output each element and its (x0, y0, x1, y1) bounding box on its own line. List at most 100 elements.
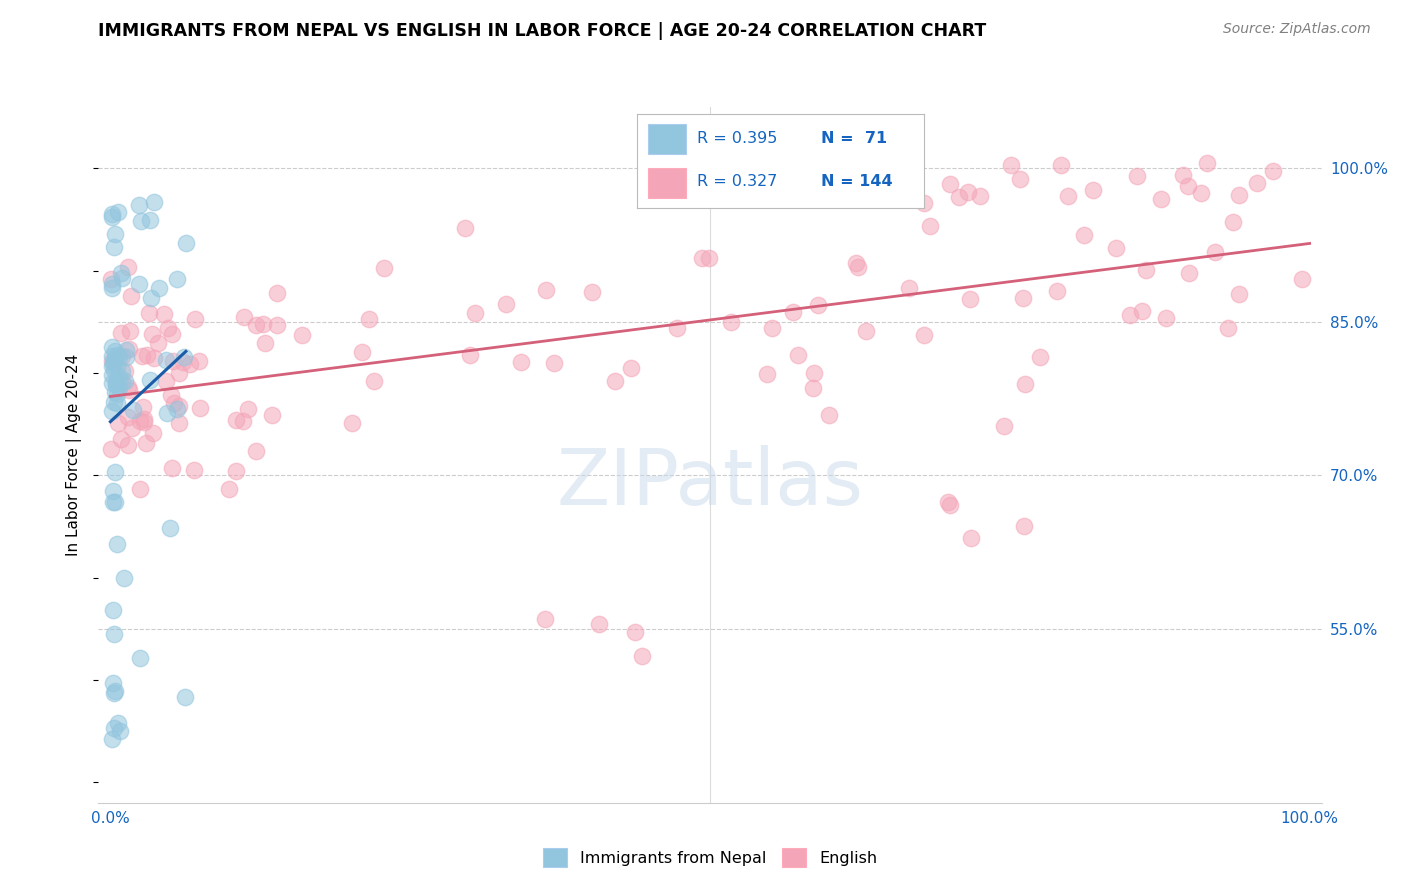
Point (188, 401, 211, 416)
Point (912, 327, 935, 342)
Point (100, 349, 122, 363)
Point (110, 266, 132, 280)
Point (1010, 172, 1032, 186)
Point (890, 157, 912, 171)
Point (107, 204, 129, 219)
Point (534, 612, 557, 626)
Point (817, 409, 839, 423)
Point (1178, 266, 1201, 280)
Point (363, 374, 385, 388)
Point (128, 198, 150, 212)
Point (118, 343, 141, 357)
Point (153, 307, 176, 321)
Point (620, 361, 643, 376)
Point (162, 353, 184, 368)
Point (969, 188, 991, 202)
Point (114, 374, 136, 388)
Point (100, 281, 122, 295)
Point (218, 482, 240, 496)
Point (134, 415, 156, 429)
Point (117, 380, 139, 394)
Point (939, 498, 962, 512)
Point (129, 214, 152, 228)
Point (101, 483, 124, 498)
Point (266, 318, 288, 332)
Point (1246, 176, 1268, 190)
Point (173, 350, 195, 364)
Point (118, 384, 141, 398)
Point (690, 251, 713, 265)
Point (858, 188, 880, 202)
Point (141, 326, 163, 341)
Point (122, 403, 145, 417)
Point (103, 363, 125, 377)
Point (110, 326, 132, 341)
Point (117, 438, 139, 452)
Point (104, 465, 127, 479)
Point (603, 374, 626, 388)
Point (183, 463, 205, 477)
Point (155, 352, 177, 367)
Point (225, 464, 247, 478)
Point (157, 320, 180, 334)
Point (148, 281, 170, 295)
Point (166, 271, 188, 285)
Point (495, 297, 517, 311)
Point (111, 349, 134, 363)
Point (117, 409, 139, 424)
Point (846, 260, 869, 274)
Point (163, 396, 186, 410)
Point (174, 690, 197, 704)
Point (101, 356, 124, 370)
Point (167, 367, 190, 381)
Point (179, 357, 201, 371)
Point (105, 537, 128, 551)
Point (101, 354, 124, 368)
Point (782, 305, 804, 319)
Point (148, 335, 170, 350)
Point (581, 285, 603, 300)
Point (1291, 272, 1313, 286)
Point (837, 175, 859, 189)
Point (352, 345, 374, 359)
Point (174, 235, 197, 250)
Text: IMMIGRANTS FROM NEPAL VS ENGLISH IN LABOR FORCE | AGE 20-24 CORRELATION CHART: IMMIGRANTS FROM NEPAL VS ENGLISH IN LABO… (98, 22, 987, 40)
Point (101, 376, 124, 391)
Point (111, 364, 134, 378)
Point (245, 318, 267, 332)
Point (1119, 308, 1142, 322)
Point (1000, 158, 1022, 172)
Point (956, 186, 979, 200)
Point (543, 356, 565, 370)
Point (112, 571, 135, 585)
Point (897, 281, 920, 295)
Point (104, 385, 127, 400)
Point (1081, 183, 1104, 197)
Point (104, 351, 127, 366)
Point (236, 402, 259, 417)
Point (108, 350, 131, 364)
Point (1197, 156, 1219, 170)
Point (141, 291, 163, 305)
Point (138, 306, 160, 320)
Point (101, 207, 124, 221)
Point (845, 255, 868, 269)
Point (100, 442, 122, 457)
Point (120, 289, 142, 303)
Point (1171, 168, 1194, 182)
Point (1229, 188, 1251, 202)
Point (143, 194, 166, 209)
Point (588, 617, 610, 632)
Point (891, 172, 914, 186)
Point (105, 377, 128, 392)
Point (232, 310, 254, 324)
Point (115, 343, 138, 358)
Point (260, 408, 283, 422)
Point (534, 283, 557, 297)
Point (1154, 310, 1177, 325)
Point (1012, 291, 1035, 305)
Point (291, 328, 314, 343)
Point (128, 482, 150, 496)
Point (105, 387, 128, 401)
Point (787, 347, 810, 361)
